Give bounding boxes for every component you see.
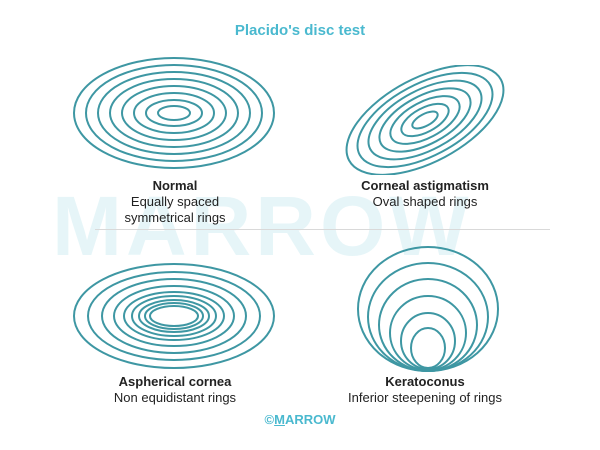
copyright-symbol: © — [264, 412, 275, 427]
astigmatism-line-1: Oval shaped rings — [372, 194, 478, 209]
footer-brand-rest: ARROW — [284, 412, 336, 427]
normal-heading: Normal — [152, 178, 198, 193]
normal-caption: Normal Equally spaced symmetrical rings — [80, 178, 270, 226]
aspherical-heading: Aspherical cornea — [118, 374, 232, 389]
normal-line-2: symmetrical rings — [124, 210, 226, 225]
keratoconus-caption: Keratoconus Inferior steepening of rings — [310, 374, 540, 406]
footer-brand-initial: M — [274, 412, 285, 427]
aspherical-caption: Aspherical cornea Non equidistant rings — [80, 374, 270, 406]
watermark: MARROW — [52, 179, 473, 273]
astigmatism-rings-diagram — [345, 65, 505, 175]
aspherical-line-1: Non equidistant rings — [113, 390, 237, 405]
footer-brand: ©MARROW — [0, 412, 600, 427]
normal-rings-diagram — [73, 57, 275, 169]
keratoconus-heading: Keratoconus — [385, 374, 465, 389]
page-title: Placido's disc test — [234, 22, 366, 39]
astigmatism-caption: Corneal astigmatism Oval shaped rings — [320, 178, 530, 210]
normal-line-1: Equally spaced — [130, 194, 220, 209]
keratoconus-rings-diagram — [357, 246, 499, 372]
aspherical-rings-diagram — [73, 263, 275, 369]
divider — [95, 229, 550, 230]
astigmatism-heading: Corneal astigmatism — [361, 178, 489, 193]
keratoconus-line-1: Inferior steepening of rings — [348, 390, 502, 405]
